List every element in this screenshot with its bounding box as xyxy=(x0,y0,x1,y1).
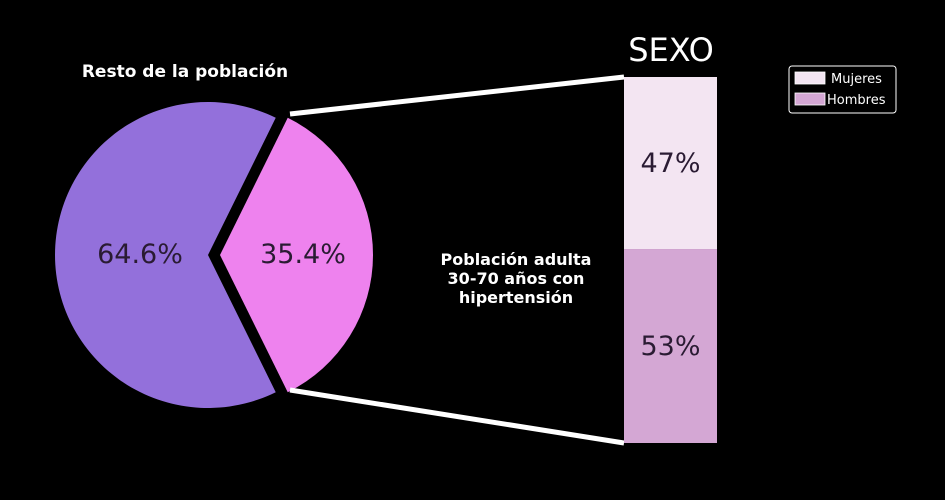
hypertension-label-line-3: hipertensión xyxy=(459,288,573,307)
legend-swatch-hombres xyxy=(794,92,826,106)
bar-segment-mujeres-value: 47% xyxy=(640,148,700,179)
pie-slice-rest-label: Resto de la población xyxy=(82,62,288,82)
hypertension-label-line-2: 30-70 años con xyxy=(448,269,585,288)
stacked-bar: SEXO 47% 53% xyxy=(624,31,717,443)
connector-line-bottom xyxy=(289,387,625,446)
exploded-slice-label: Población adulta 30-70 años con hiperten… xyxy=(441,250,592,307)
pie-slice-rest xyxy=(55,101,276,409)
pie-slice-rest-value: 64.6% xyxy=(97,239,183,270)
bar-segment-hombres-value: 53% xyxy=(640,331,700,362)
bar-segment-hombres xyxy=(624,249,717,443)
bar-segment-mujeres xyxy=(624,77,717,250)
connector-lines xyxy=(289,74,625,446)
hypertension-label-line-1: Población adulta xyxy=(441,250,592,269)
legend: Mujeres Hombres xyxy=(788,65,897,114)
legend-label-hombres: Hombres xyxy=(827,93,886,108)
bar-title: SEXO xyxy=(628,31,714,69)
pie-chart: Resto de la población 64.6% 35.4% xyxy=(55,62,374,409)
connector-line-top xyxy=(289,74,625,117)
pie-slice-hypertension xyxy=(220,117,374,393)
pie-slice-hypertension-value: 35.4% xyxy=(260,239,346,270)
legend-swatch-mujeres xyxy=(794,71,826,85)
legend-label-mujeres: Mujeres xyxy=(831,72,882,87)
